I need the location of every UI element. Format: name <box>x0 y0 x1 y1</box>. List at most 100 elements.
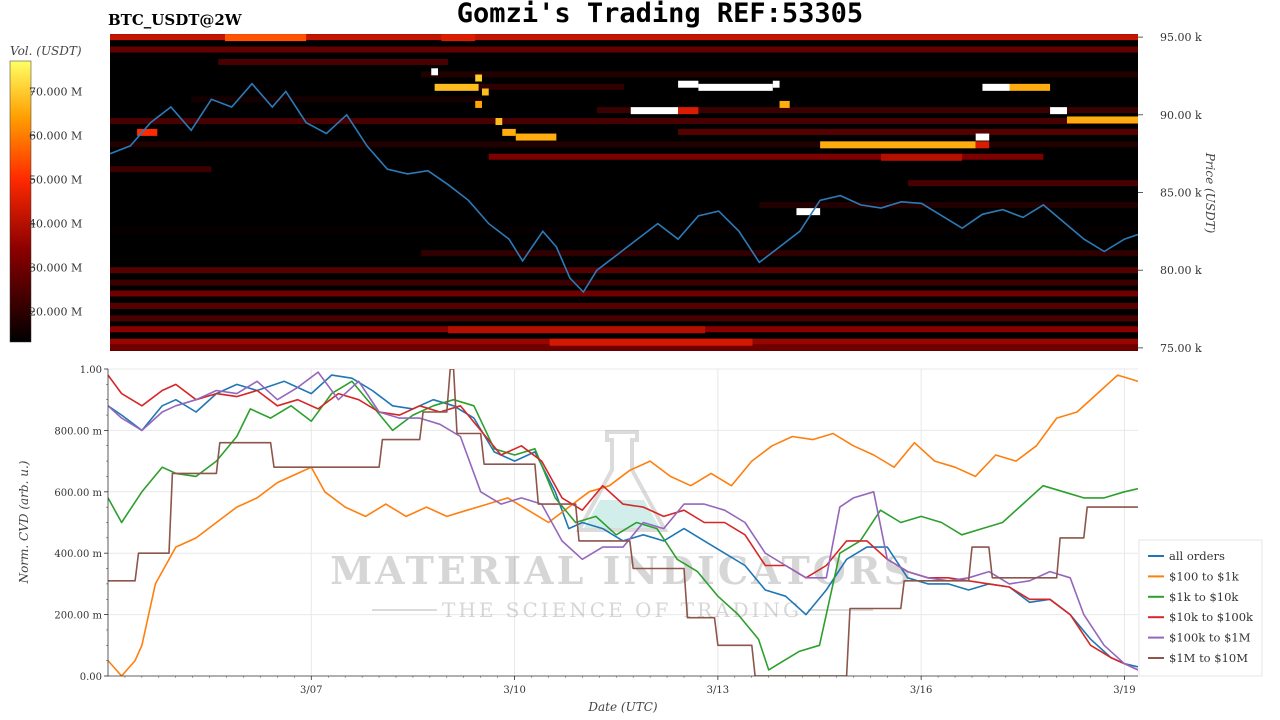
colorbar: Vol. (USDT) 70.000 M 60.000 M 50.000 M 40.0… <box>9 44 82 343</box>
cvd-series-line <box>108 371 1138 671</box>
heatmap-band <box>421 250 1138 257</box>
heatmap-hot-band <box>698 83 773 91</box>
heatmap-band <box>110 302 1138 309</box>
watermark-subtitle: THE SCIENCE OF TRADING <box>442 598 802 622</box>
heatmap-hot-band <box>820 141 976 149</box>
heatmap-hot-band <box>772 80 780 88</box>
heatmap-hot-band <box>481 88 489 96</box>
cvd-y-tick-label: 600.00 m <box>54 488 102 499</box>
heatmap-band <box>110 118 1138 125</box>
heatmap-band <box>908 180 1138 187</box>
chart-title: Gomzi's Trading REF:53305 <box>456 0 864 29</box>
heatmap-band <box>218 58 449 65</box>
cvd-y-tick-label: 200.00 m <box>54 611 102 622</box>
price-tick-label: 85.00 k <box>1160 187 1202 200</box>
heatmap-band <box>110 290 1138 297</box>
colorbar-gradient <box>9 60 32 343</box>
legend-label: $100k to $1M <box>1169 631 1251 645</box>
colorbar-tick-label: 30.000 M <box>29 261 82 274</box>
price-tick-label: 90.00 k <box>1160 109 1202 122</box>
legend-box <box>1138 539 1263 677</box>
heatmap-band <box>110 166 212 173</box>
cvd-y-tick-label: 800.00 m <box>54 426 102 437</box>
heatmap-band <box>110 46 1138 53</box>
heatmap-hot-band <box>475 100 482 108</box>
heatmap-hot-band <box>549 338 753 346</box>
cvd-x-axis-label: Date (UTC) <box>587 700 657 714</box>
heatmap-hot-band <box>678 107 699 115</box>
colorbar-tick-label: 60.000 M <box>29 130 82 143</box>
heatmap-hot-band <box>975 133 990 141</box>
legend: all orders $100 to $1k $1k to $10k $10k to … <box>1138 539 1263 677</box>
cvd-x-tick-label: 3/07 <box>300 685 322 696</box>
legend-label: $100 to $1k <box>1169 569 1240 583</box>
heatmap-hot-band <box>475 74 482 82</box>
heatmap-band <box>421 71 1138 78</box>
heatmap-hot-band <box>137 128 158 136</box>
heatmap-hot-band <box>796 208 821 216</box>
cvd-y-tick-label: 1.00 <box>80 365 102 376</box>
price-tick-label: 95.00 k <box>1160 31 1202 44</box>
cvd-x-ticks: 3/07 3/10 3/13 3/16 3/19 <box>124 676 1136 696</box>
heatmap-hot-band <box>1009 83 1051 91</box>
heatmap-hot-band <box>779 100 790 108</box>
colorbar-tick-label: 70.000 M <box>29 86 82 99</box>
heatmap-band <box>475 83 624 90</box>
heatmap-hot-band <box>434 83 479 91</box>
heatmap-band <box>759 201 1138 208</box>
colorbar-tick-label: 40.000 M <box>29 217 82 230</box>
heatmap-hot-band <box>495 118 503 126</box>
heatmap-band <box>110 344 1138 351</box>
price-tick-label: 80.00 k <box>1160 264 1202 277</box>
heatmap-hot-band <box>975 141 990 149</box>
heatmap-hot-band <box>224 34 307 42</box>
cvd-x-tick-label: 3/13 <box>707 685 729 696</box>
heatmap-hot-band <box>881 153 963 161</box>
heatmap-band <box>110 315 1138 322</box>
price-line <box>110 82 1138 294</box>
heatmap-band <box>488 153 1044 160</box>
cvd-y-ticks: 0.00 200.00 m 400.00 m 600.00 m 800.00 m 1.00 <box>54 365 108 683</box>
heatmap-hot-band <box>441 34 476 42</box>
heatmap-band <box>596 107 1138 114</box>
heatmap-band <box>110 141 1138 148</box>
heatmap-band <box>110 267 1138 274</box>
heatmap-hot-band <box>678 80 699 88</box>
cvd-series-line <box>108 369 1138 676</box>
cvd-lines <box>108 369 1138 676</box>
heatmap-hot-bands <box>137 34 1138 346</box>
watermark-title: MATERIAL INDICATORS <box>330 548 914 593</box>
heatmap-band <box>110 34 1138 41</box>
heatmap-hot-band <box>515 133 557 141</box>
cvd-x-tick-label: 3/10 <box>503 685 525 696</box>
heatmap-band <box>110 279 1138 286</box>
heatmap-hot-band <box>630 107 679 115</box>
watermark: MATERIAL INDICATORS THE SCIENCE OF TRADI… <box>330 430 914 622</box>
cvd-series-line <box>108 374 1138 671</box>
heatmap-hot-band <box>448 326 706 334</box>
heatmap-hot-band <box>982 83 1010 91</box>
cvd-y-tick-label: 0.00 <box>80 672 102 683</box>
legend-label: $1k to $10k <box>1169 590 1239 604</box>
heatmap-band <box>110 226 1138 233</box>
heatmap-panel: 95.00 k 90.00 k 85.00 k 80.00 k 75.00 k Pric… <box>110 31 1217 355</box>
price-tick-label: 75.00 k <box>1160 342 1202 355</box>
cvd-x-tick-label: 3/16 <box>910 685 932 696</box>
symbol-label: BTC_USDT@2W <box>108 11 242 29</box>
legend-label: $10k to $100k <box>1169 610 1254 624</box>
cvd-panel: MATERIAL INDICATORS THE SCIENCE OF TRADI… <box>17 365 1263 714</box>
cvd-series-line <box>108 380 1138 671</box>
price-axis: 95.00 k 90.00 k 85.00 k 80.00 k 75.00 k <box>1138 31 1202 355</box>
cvd-y-axis-label: Norm. CVD (arb. u.) <box>17 460 31 584</box>
heatmap-hot-band <box>1050 107 1067 115</box>
legend-label: $1M to $10M <box>1169 651 1248 665</box>
heatmap-hot-band <box>1066 116 1138 124</box>
colorbar-ticks: 70.000 M 60.000 M 50.000 M 40.000 M 30.000 M… <box>29 86 82 319</box>
heatmap-hot-band <box>502 128 516 136</box>
colorbar-label: Vol. (USDT) <box>10 44 82 58</box>
heatmap-band <box>678 128 1138 135</box>
cvd-x-tick-label: 3/19 <box>1113 685 1135 696</box>
colorbar-tick-label: 50.000 M <box>29 174 82 187</box>
price-axis-label: Price (USDT) <box>1203 152 1217 234</box>
